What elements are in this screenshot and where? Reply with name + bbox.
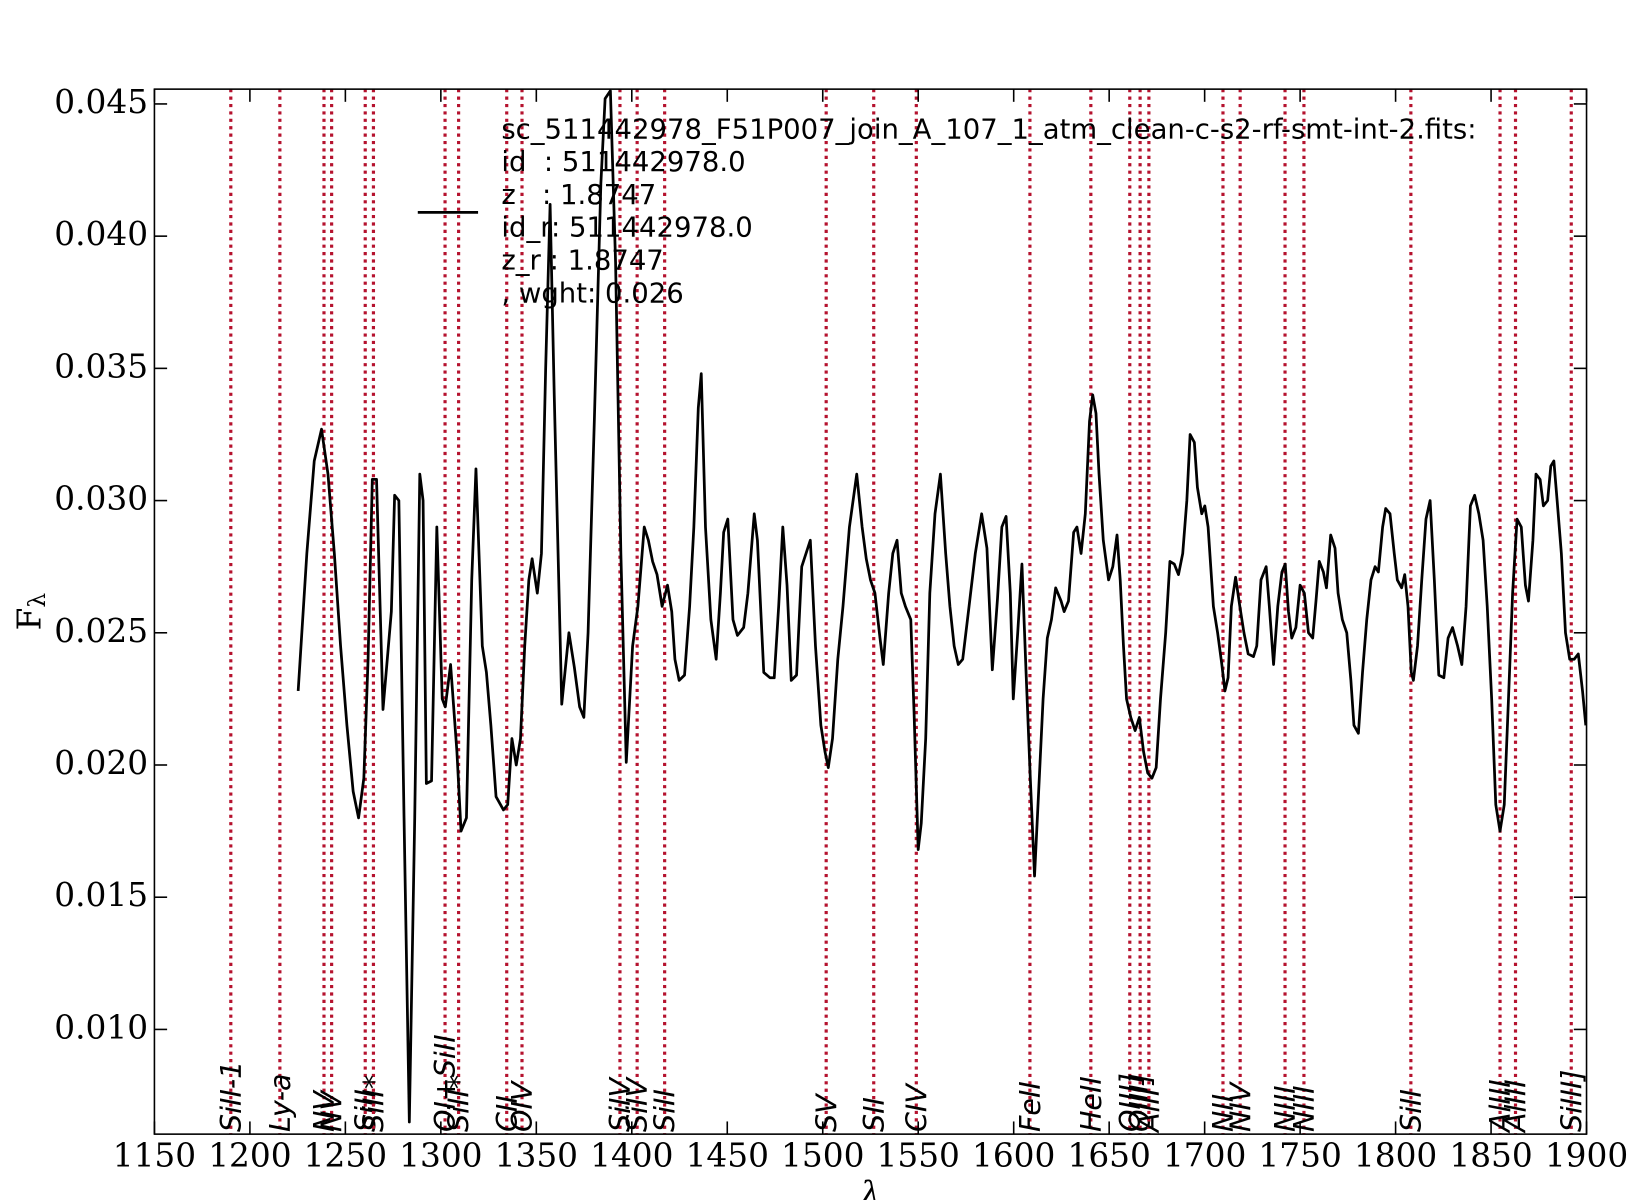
- legend-label: z : 1.8747: [501, 179, 656, 211]
- x-tick-label: 1250: [304, 1136, 387, 1174]
- x-tick-label: 1400: [590, 1136, 673, 1174]
- reference-line-label: Ly-a: [263, 1073, 297, 1132]
- reference-line-label: NIII: [1268, 1085, 1302, 1132]
- legend-label: id_r: 511442978.0: [501, 212, 752, 244]
- reference-line-label: CIV: [899, 1082, 933, 1132]
- legend-label: id : 511442978.0: [501, 146, 745, 178]
- y-tick-label: 0.015: [54, 876, 148, 914]
- x-tick-label: 1350: [495, 1136, 578, 1174]
- y-tick-label: 0.040: [54, 215, 148, 253]
- y-axis-label-main: F: [11, 608, 49, 631]
- legend-label: sc_511442978_F51P007_join_A_107_1_atm_cl…: [501, 113, 1476, 145]
- legend-label: , wght: 0.026: [501, 277, 683, 309]
- y-tick-label: 0.010: [54, 1008, 148, 1046]
- reference-line-label: FeII: [1013, 1081, 1047, 1132]
- x-tick-label: 1750: [1258, 1136, 1341, 1174]
- reference-line-label: NII: [1206, 1094, 1240, 1132]
- reference-line-label: AlII: [1132, 1088, 1166, 1134]
- reference-line-label: SiII-1: [214, 1061, 248, 1132]
- reference-line-label: NIII: [1287, 1085, 1321, 1132]
- x-tick-label: 1650: [1067, 1136, 1150, 1174]
- reference-line-label: NV: [307, 1089, 341, 1132]
- x-tick-label: 1150: [113, 1136, 196, 1174]
- reference-line-label: OI+SiII: [428, 1034, 462, 1132]
- y-axis-label-sub: λ: [24, 593, 51, 608]
- x-tick-label: 1200: [208, 1136, 291, 1174]
- reference-line-label: AlIII: [1499, 1079, 1533, 1134]
- plot-frame: [153, 88, 1588, 1135]
- x-tick-label: 1450: [686, 1136, 769, 1174]
- reference-line-label: AlIII: [1483, 1079, 1517, 1134]
- reference-line-label: OIII]: [1123, 1073, 1157, 1132]
- reference-line-label: SII: [857, 1097, 891, 1132]
- reference-line-label: OIV: [505, 1079, 539, 1132]
- reference-line-label: SiII*: [357, 1075, 391, 1132]
- reference-line-label: SiII*: [442, 1075, 476, 1132]
- y-tick-label: 0.030: [54, 480, 148, 518]
- reference-line-label: CII: [490, 1095, 524, 1132]
- y-axis-label: Fλ: [11, 593, 51, 631]
- x-tick-label: 1800: [1354, 1136, 1437, 1174]
- legend-label: z_r : 1.8747: [501, 245, 663, 277]
- reference-line-label: NV: [315, 1089, 349, 1132]
- y-tick-label: 0.045: [54, 83, 148, 121]
- reference-line-label: NIV: [1223, 1080, 1257, 1132]
- x-axis-label: λ: [858, 1174, 881, 1200]
- x-tick-label: 1500: [781, 1136, 864, 1174]
- x-tick-label: 1900: [1545, 1136, 1628, 1174]
- spectrum-line: [296, 89, 1587, 1124]
- reference-line-label: SiIII]: [1554, 1070, 1588, 1132]
- x-tick-label: 1850: [1449, 1136, 1532, 1174]
- reference-line-label: SiIV: [620, 1076, 654, 1132]
- reference-line-label: SV: [809, 1092, 843, 1132]
- reference-line-label: SiII: [648, 1089, 682, 1132]
- reference-line-label: SiII: [348, 1089, 382, 1132]
- y-tick-label: 0.020: [54, 744, 148, 782]
- reference-line-label: SiII: [1394, 1089, 1428, 1132]
- x-tick-label: 1600: [972, 1136, 1055, 1174]
- reference-line-label: HeII: [1074, 1076, 1108, 1132]
- x-tick-label: 1550: [877, 1136, 960, 1174]
- y-tick-label: 0.035: [54, 347, 148, 385]
- x-tick-label: 1700: [1163, 1136, 1246, 1174]
- y-tick-label: 0.025: [54, 612, 148, 650]
- x-tick-label: 1300: [399, 1136, 482, 1174]
